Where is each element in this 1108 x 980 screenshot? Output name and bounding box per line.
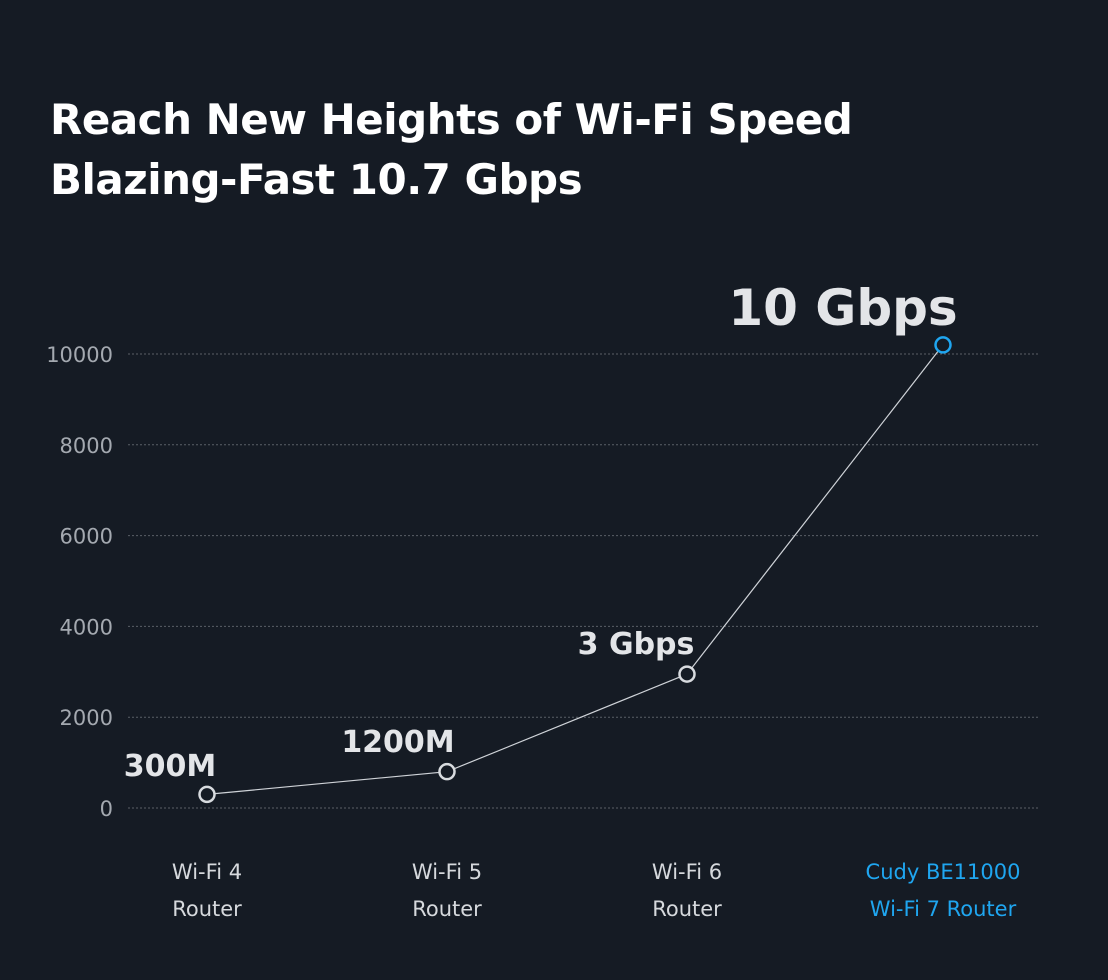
y-tick-label: 10000	[46, 343, 113, 367]
chart-subtitle: Blazing-Fast 10.7 Gbps	[50, 155, 583, 204]
data-points	[198, 336, 952, 804]
data-point	[678, 665, 696, 683]
data-point	[934, 336, 952, 354]
x-category-label: Wi-Fi 6	[652, 860, 722, 884]
x-category-label: Router	[652, 897, 722, 921]
y-axis-ticks: 0 2000 4000 6000 8000 10000	[46, 343, 113, 821]
data-label: 1200M	[341, 725, 454, 760]
x-category-label: Router	[172, 897, 242, 921]
chart-title: Reach New Heights of Wi-Fi Speed Blazing…	[50, 90, 853, 210]
y-tick-label: 2000	[60, 706, 113, 730]
data-point	[438, 762, 456, 781]
x-category-label: Wi-Fi 5	[412, 860, 482, 884]
data-labels: 300M 1200M 3 Gbps 10 Gbps	[124, 279, 958, 784]
series-line-group	[206, 344, 944, 795]
x-category-label: Router	[412, 897, 482, 921]
data-point	[198, 785, 216, 804]
data-label: 300M	[124, 749, 216, 784]
grid-lines	[128, 353, 1038, 809]
data-label: 3 Gbps	[578, 627, 695, 662]
y-tick-label: 4000	[60, 615, 113, 639]
x-category-label: Wi-Fi 4	[172, 860, 242, 884]
y-tick-label: 6000	[60, 525, 113, 549]
y-tick-label: 0	[100, 797, 113, 821]
y-tick-label: 8000	[60, 434, 113, 458]
x-axis-categories: Wi-Fi 4 Router Wi-Fi 5 Router Wi-Fi 6 Router C…	[172, 860, 1021, 921]
x-category-label: Wi-Fi 7 Router	[870, 897, 1017, 921]
data-label: 10 Gbps	[728, 279, 957, 337]
chart-title-line-1: Reach New Heights of Wi-Fi Speed	[50, 95, 853, 144]
series-line	[206, 344, 944, 795]
x-category-label: Cudy BE11000	[866, 860, 1021, 884]
